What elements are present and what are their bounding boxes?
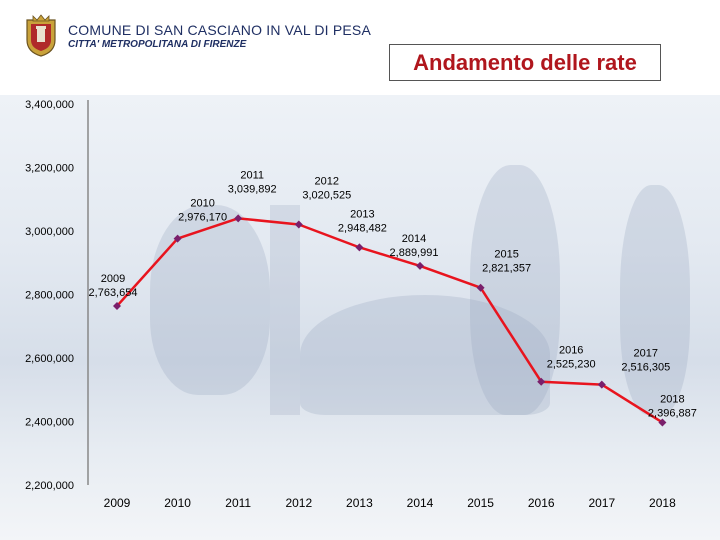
data-label-value: 3,020,525	[302, 189, 351, 201]
data-point-marker	[537, 377, 546, 386]
background-tree-far-right	[620, 185, 690, 415]
data-point-marker	[355, 243, 364, 252]
data-point-marker	[476, 283, 485, 292]
y-tick-label: 2,400,000	[25, 417, 74, 429]
data-label-year: 2012	[315, 175, 339, 187]
y-tick-label: 2,200,000	[25, 480, 74, 492]
data-label-year: 2018	[660, 393, 684, 405]
data-label-year: 2017	[634, 348, 658, 360]
data-label-value: 2,889,991	[390, 247, 439, 259]
page-header: COMUNE DI SAN CASCIANO IN VAL DI PESA CI…	[0, 0, 720, 95]
data-label-value: 2,516,305	[621, 362, 670, 374]
data-label-value: 2,396,887	[648, 407, 697, 419]
x-tick-label: 2009	[104, 496, 131, 510]
data-label-year: 2016	[559, 345, 583, 357]
municipal-crest-icon	[26, 14, 56, 57]
y-tick-label: 2,800,000	[25, 290, 74, 302]
data-label-value: 3,039,892	[228, 183, 277, 195]
background-tree-left	[150, 205, 270, 395]
data-label-year: 2009	[101, 273, 125, 285]
data-label-year: 2014	[402, 233, 426, 245]
data-point-marker	[234, 214, 243, 223]
data-label-year: 2013	[350, 208, 374, 220]
y-tick-label: 2,600,000	[25, 353, 74, 365]
chart-background	[0, 95, 720, 540]
x-tick-label: 2016	[528, 496, 555, 510]
data-label-value: 2,948,482	[338, 222, 387, 234]
data-label-value: 2,976,170	[178, 212, 227, 224]
x-tick-label: 2013	[346, 496, 373, 510]
y-tick-label: 3,400,000	[25, 99, 74, 111]
data-point-marker	[294, 220, 303, 229]
series-line	[116, 217, 664, 424]
x-tick-label: 2011	[225, 496, 251, 510]
y-tick-label: 3,200,000	[25, 163, 74, 175]
chart-title: Andamento delle rate	[389, 44, 661, 81]
data-label-year: 2011	[240, 169, 264, 181]
data-point-marker	[416, 261, 424, 270]
background-hill	[300, 295, 550, 415]
data-label-year: 2010	[190, 198, 214, 210]
x-tick-label: 2017	[588, 496, 615, 510]
data-label-year: 2015	[494, 249, 518, 261]
x-tick-label: 2018	[649, 496, 676, 510]
y-tick-label: 3,000,000	[25, 226, 74, 238]
data-point-marker	[658, 418, 667, 427]
x-tick-label: 2014	[407, 496, 434, 510]
background-tree-right	[470, 165, 560, 415]
organization-subtitle: CITTA' METROPOLITANA DI FIRENZE	[68, 39, 247, 50]
data-point-marker	[113, 302, 121, 311]
data-label-value: 2,821,357	[482, 263, 531, 275]
data-label-value: 2,525,230	[547, 359, 596, 371]
data-point-marker	[173, 234, 182, 243]
data-label-value: 2,763,654	[89, 287, 138, 299]
x-tick-label: 2012	[285, 496, 312, 510]
organization-name: COMUNE DI SAN CASCIANO IN VAL DI PESA	[68, 22, 372, 38]
data-point-marker	[597, 380, 606, 389]
background-tower	[270, 205, 300, 415]
x-tick-label: 2015	[467, 496, 494, 510]
x-tick-label: 2010	[164, 496, 191, 510]
